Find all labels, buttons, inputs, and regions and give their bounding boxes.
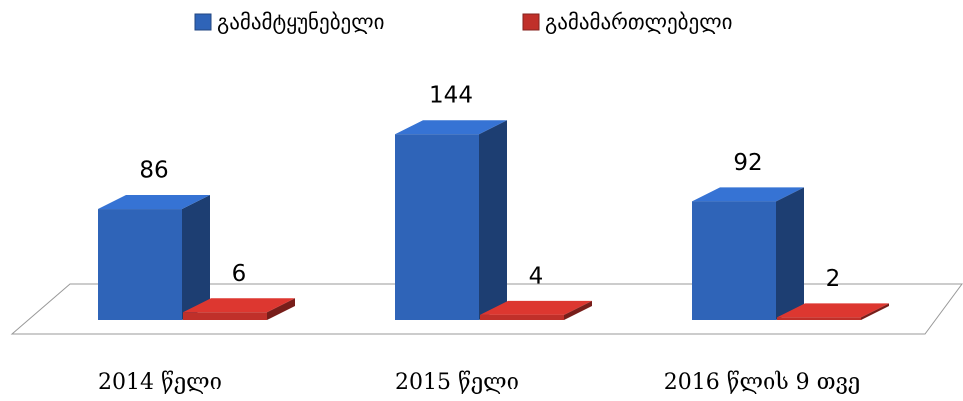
bar-front: [98, 209, 182, 320]
bar: [777, 303, 889, 320]
legend-swatch: [522, 13, 540, 31]
bar: [183, 298, 295, 320]
bar-front: [777, 317, 861, 320]
value-label: 92: [733, 150, 762, 176]
bar-side: [564, 300, 592, 320]
bar: [98, 195, 210, 320]
bar-top: [183, 298, 295, 313]
legend-swatch: [194, 13, 212, 31]
legend-label: გამამტყუნებელი: [217, 10, 384, 34]
legend-label: გამამართლებელი: [545, 10, 732, 34]
bar-top: [98, 195, 210, 210]
x-tick-label: 2016 წლის 9 თვე: [664, 370, 860, 395]
bar-side: [182, 195, 210, 320]
bar-side: [776, 187, 804, 320]
value-label: 2: [826, 266, 841, 292]
bar-front: [480, 314, 564, 320]
value-label: 144: [429, 83, 473, 109]
x-tick-label: 2014 წელი: [98, 370, 222, 395]
bar-front: [183, 312, 267, 320]
bar-top: [395, 120, 507, 135]
bar-side: [479, 120, 507, 321]
bar-side: [861, 303, 889, 320]
bar-top: [692, 187, 804, 202]
value-label: 4: [529, 263, 544, 289]
bar: [480, 300, 592, 320]
bar-top: [480, 300, 592, 315]
bar-top: [777, 303, 889, 318]
bar: [692, 187, 804, 320]
value-label: 86: [139, 158, 168, 184]
x-tick-label: 2015 წელი: [395, 370, 519, 395]
bar-front: [395, 134, 479, 320]
bar-side: [267, 298, 295, 320]
bar: [395, 120, 507, 321]
bar-front: [692, 201, 776, 320]
value-label: 6: [232, 261, 247, 287]
